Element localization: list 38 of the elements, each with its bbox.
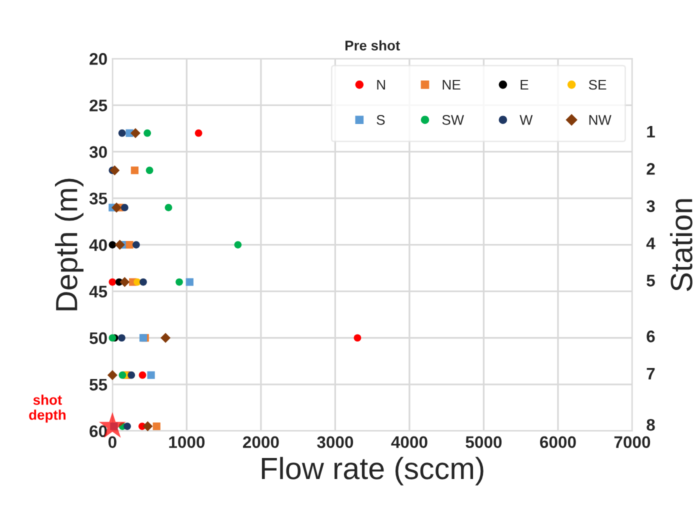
x-tick-label: 1000 bbox=[169, 436, 205, 448]
legend-label: SW bbox=[442, 115, 464, 125]
x-tick-label: 7000 bbox=[614, 436, 650, 448]
legend-label: SE bbox=[588, 80, 606, 90]
text: 2 bbox=[646, 163, 655, 175]
text: 5 bbox=[646, 274, 655, 287]
y-tick-label: 25 bbox=[90, 100, 108, 112]
y-tick-label: 40 bbox=[89, 239, 107, 252]
y-tick-label: 50 bbox=[90, 332, 107, 344]
text: 4 bbox=[646, 238, 656, 250]
legend-label: E bbox=[520, 80, 528, 90]
x-tick-label: 4000 bbox=[391, 436, 428, 448]
legend-label: S bbox=[376, 115, 385, 125]
legend-label: W bbox=[520, 115, 533, 125]
chart-title: Pre shot bbox=[345, 40, 400, 50]
x-tick-label: 5000 bbox=[466, 436, 502, 448]
y2-axis-title: Station bbox=[670, 199, 692, 291]
x-axis-title: Flow rate (sccm) bbox=[262, 456, 484, 486]
y-tick-label: 20 bbox=[90, 53, 107, 65]
y-tick-label: 45 bbox=[89, 286, 108, 298]
y-axis-title: Depth (m) bbox=[54, 178, 84, 310]
x-tick-label: 2000 bbox=[242, 436, 279, 448]
x-tick-label: 0 bbox=[108, 436, 116, 448]
text: shot depth bbox=[29, 394, 66, 423]
text: 7 bbox=[646, 368, 655, 380]
legend-label: NE bbox=[442, 80, 460, 90]
legend-label: N bbox=[377, 80, 385, 90]
text: 6 bbox=[646, 330, 655, 342]
y-tick-label: 30 bbox=[89, 146, 107, 158]
text: 3 bbox=[646, 200, 655, 212]
text: 1 bbox=[647, 126, 655, 138]
text: 8 bbox=[646, 418, 655, 431]
legend-label: NW bbox=[589, 115, 612, 125]
y-tick-label: 35 bbox=[89, 192, 108, 204]
x-tick-label: 6000 bbox=[540, 436, 576, 448]
x-tick-label: 3000 bbox=[317, 436, 354, 448]
y-tick-label: 55 bbox=[90, 378, 108, 391]
y-tick-label: 60 bbox=[90, 425, 107, 438]
